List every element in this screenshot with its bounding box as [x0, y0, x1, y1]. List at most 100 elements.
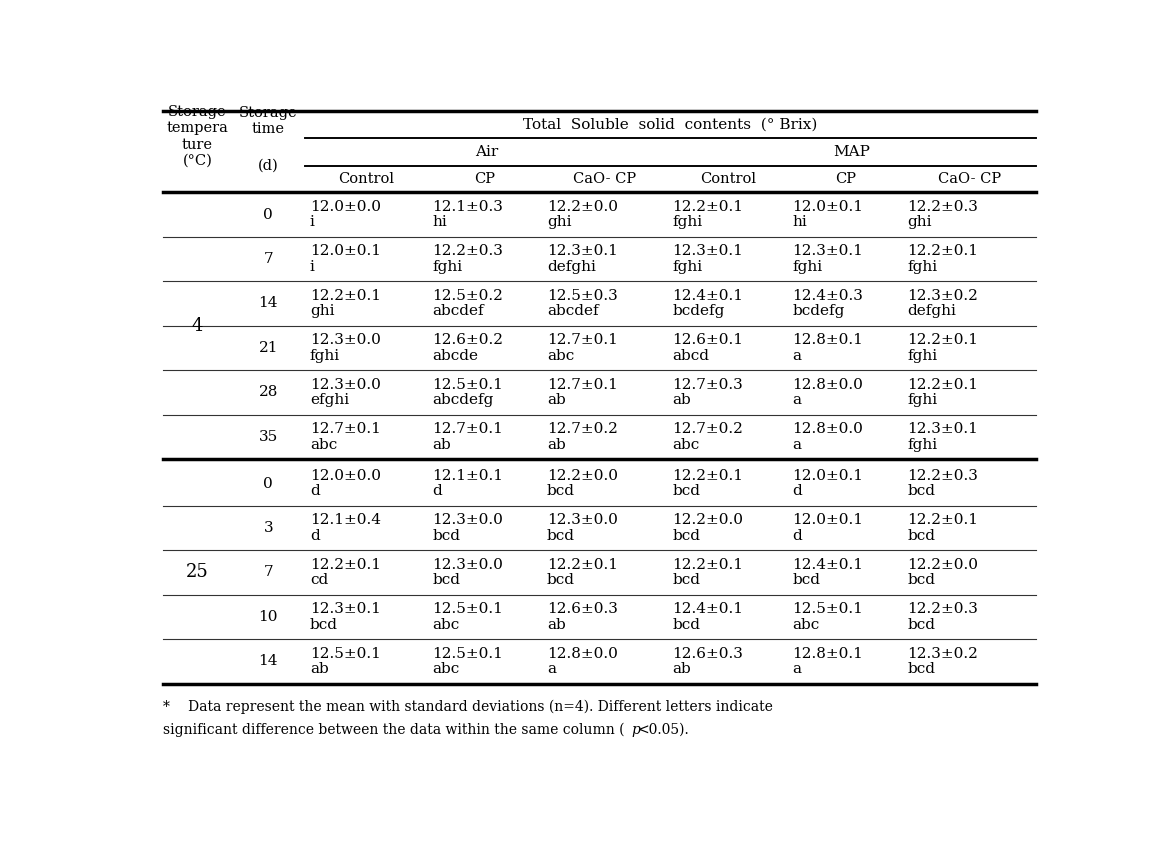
Text: CaO- CP: CaO- CP [573, 172, 636, 186]
Text: a: a [792, 662, 801, 676]
Text: *  Data represent the mean with standard deviations (n=4). Different letters ind: * Data represent the mean with standard … [164, 700, 773, 714]
Text: fghi: fghi [310, 349, 340, 362]
Text: 12.3±0.0: 12.3±0.0 [546, 513, 618, 528]
Text: 12.2±0.1: 12.2±0.1 [907, 244, 978, 259]
Text: 12.7±0.3: 12.7±0.3 [673, 378, 743, 392]
Text: d: d [792, 484, 803, 498]
Text: 12.2±0.3: 12.2±0.3 [907, 200, 978, 214]
Text: 12.3±0.0: 12.3±0.0 [310, 333, 380, 347]
Text: bcd: bcd [792, 573, 820, 587]
Text: 7: 7 [263, 566, 273, 580]
Text: Storage
time: Storage time [239, 106, 297, 136]
Text: abcdef: abcdef [546, 304, 599, 318]
Text: 12.7±0.1: 12.7±0.1 [432, 422, 503, 436]
Text: bcd: bcd [907, 529, 935, 542]
Text: 12.2±0.1: 12.2±0.1 [673, 200, 743, 214]
Text: 12.1±0.4: 12.1±0.4 [310, 513, 380, 528]
Text: 12.2±0.1: 12.2±0.1 [907, 513, 978, 528]
Text: bcd: bcd [546, 573, 574, 587]
Text: 12.7±0.1: 12.7±0.1 [546, 333, 618, 347]
Text: bcd: bcd [432, 529, 460, 542]
Text: d: d [792, 529, 803, 542]
Text: a: a [792, 438, 801, 452]
Text: 12.4±0.1: 12.4±0.1 [792, 558, 863, 572]
Text: Total  Soluble  solid  contents  (° Brix): Total Soluble solid contents (° Brix) [523, 118, 818, 132]
Text: defghi: defghi [546, 260, 596, 273]
Text: bcd: bcd [310, 618, 338, 631]
Text: <0.05).: <0.05). [638, 723, 689, 737]
Text: 12.5±0.1: 12.5±0.1 [432, 647, 503, 661]
Text: bcd: bcd [432, 573, 460, 587]
Text: 12.4±0.1: 12.4±0.1 [673, 602, 743, 616]
Text: Storage
tempera
ture
(°C): Storage tempera ture (°C) [166, 106, 228, 168]
Text: ghi: ghi [310, 304, 335, 318]
Text: fghi: fghi [673, 215, 703, 229]
Text: hi: hi [432, 215, 447, 229]
Text: fghi: fghi [432, 260, 462, 273]
Text: 12.3±0.0: 12.3±0.0 [432, 558, 503, 572]
Text: 12.3±0.0: 12.3±0.0 [432, 513, 503, 528]
Text: abcdef: abcdef [432, 304, 484, 318]
Text: 4: 4 [192, 317, 204, 335]
Text: abc: abc [546, 349, 574, 362]
Text: 12.1±0.3: 12.1±0.3 [432, 200, 503, 214]
Text: abc: abc [792, 618, 820, 631]
Text: 7: 7 [263, 252, 273, 266]
Text: 28: 28 [259, 386, 278, 400]
Text: CP: CP [474, 172, 495, 186]
Text: abc: abc [673, 438, 700, 452]
Text: 12.4±0.3: 12.4±0.3 [792, 289, 863, 303]
Text: 12.5±0.1: 12.5±0.1 [310, 647, 380, 661]
Text: hi: hi [792, 215, 807, 229]
Text: (d): (d) [257, 158, 278, 172]
Text: ghi: ghi [907, 215, 931, 229]
Text: 12.8±0.0: 12.8±0.0 [546, 647, 618, 661]
Text: bcd: bcd [546, 484, 574, 498]
Text: 14: 14 [259, 297, 278, 311]
Text: 12.2±0.3: 12.2±0.3 [432, 244, 503, 259]
Text: bcdefg: bcdefg [673, 304, 725, 318]
Text: 12.5±0.2: 12.5±0.2 [432, 289, 503, 303]
Text: 12.6±0.2: 12.6±0.2 [432, 333, 503, 347]
Text: 0: 0 [263, 477, 273, 490]
Text: 12.2±0.1: 12.2±0.1 [546, 558, 618, 572]
Text: 12.2±0.0: 12.2±0.0 [546, 200, 618, 214]
Text: abc: abc [432, 618, 460, 631]
Text: d: d [310, 484, 319, 498]
Text: 0: 0 [263, 208, 273, 221]
Text: 12.3±0.1: 12.3±0.1 [310, 602, 380, 616]
Text: 12.3±0.1: 12.3±0.1 [907, 422, 978, 436]
Text: ab: ab [546, 393, 565, 407]
Text: 12.0±0.0: 12.0±0.0 [310, 200, 380, 214]
Text: bcd: bcd [907, 618, 935, 631]
Text: ab: ab [673, 393, 691, 407]
Text: a: a [792, 393, 801, 407]
Text: ab: ab [546, 618, 565, 631]
Text: ghi: ghi [546, 215, 571, 229]
Text: 12.0±0.1: 12.0±0.1 [310, 244, 380, 259]
Text: ab: ab [432, 438, 450, 452]
Text: 21: 21 [259, 341, 278, 355]
Text: bcd: bcd [907, 573, 935, 587]
Text: 12.5±0.1: 12.5±0.1 [432, 602, 503, 616]
Text: bcd: bcd [673, 618, 701, 631]
Text: fghi: fghi [792, 260, 823, 273]
Text: a: a [792, 349, 801, 362]
Text: 12.7±0.1: 12.7±0.1 [546, 378, 618, 392]
Text: abcd: abcd [673, 349, 709, 362]
Text: fghi: fghi [907, 260, 937, 273]
Text: d: d [432, 484, 442, 498]
Text: 12.1±0.1: 12.1±0.1 [432, 469, 503, 483]
Text: 12.3±0.2: 12.3±0.2 [907, 289, 978, 303]
Text: bcdefg: bcdefg [792, 304, 845, 318]
Text: Control: Control [338, 172, 394, 186]
Text: defghi: defghi [907, 304, 956, 318]
Text: bcd: bcd [673, 529, 701, 542]
Text: 12.8±0.0: 12.8±0.0 [792, 378, 863, 392]
Text: bcd: bcd [673, 573, 701, 587]
Text: abcde: abcde [432, 349, 479, 362]
Text: 12.6±0.3: 12.6±0.3 [546, 602, 618, 616]
Text: abcdefg: abcdefg [432, 393, 494, 407]
Text: 12.5±0.1: 12.5±0.1 [792, 602, 863, 616]
Text: 25: 25 [186, 563, 208, 581]
